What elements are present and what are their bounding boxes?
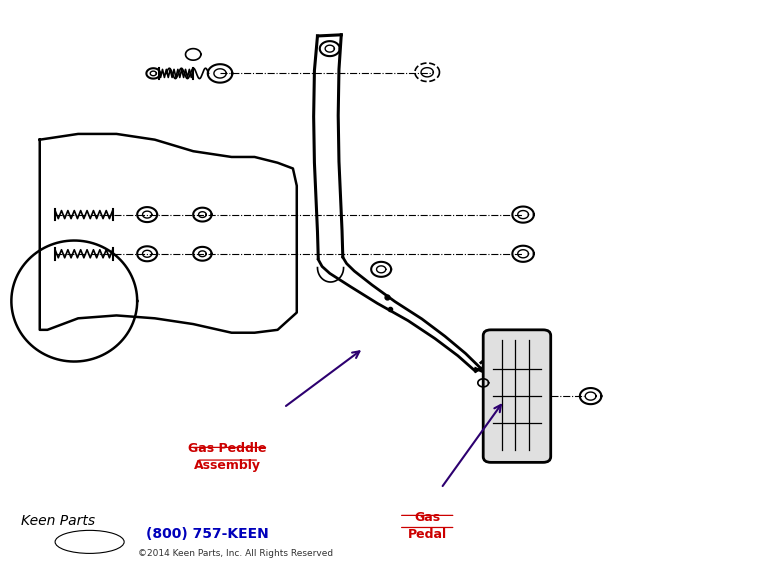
FancyBboxPatch shape: [484, 330, 551, 463]
Text: Gas Peddle
Assembly: Gas Peddle Assembly: [189, 442, 267, 472]
Text: Keen Parts: Keen Parts: [21, 514, 95, 527]
Text: Gas
Pedal: Gas Pedal: [407, 511, 447, 541]
Text: ©2014 Keen Parts, Inc. All Rights Reserved: ©2014 Keen Parts, Inc. All Rights Reserv…: [138, 549, 333, 558]
Text: (800) 757-KEEN: (800) 757-KEEN: [146, 527, 269, 541]
